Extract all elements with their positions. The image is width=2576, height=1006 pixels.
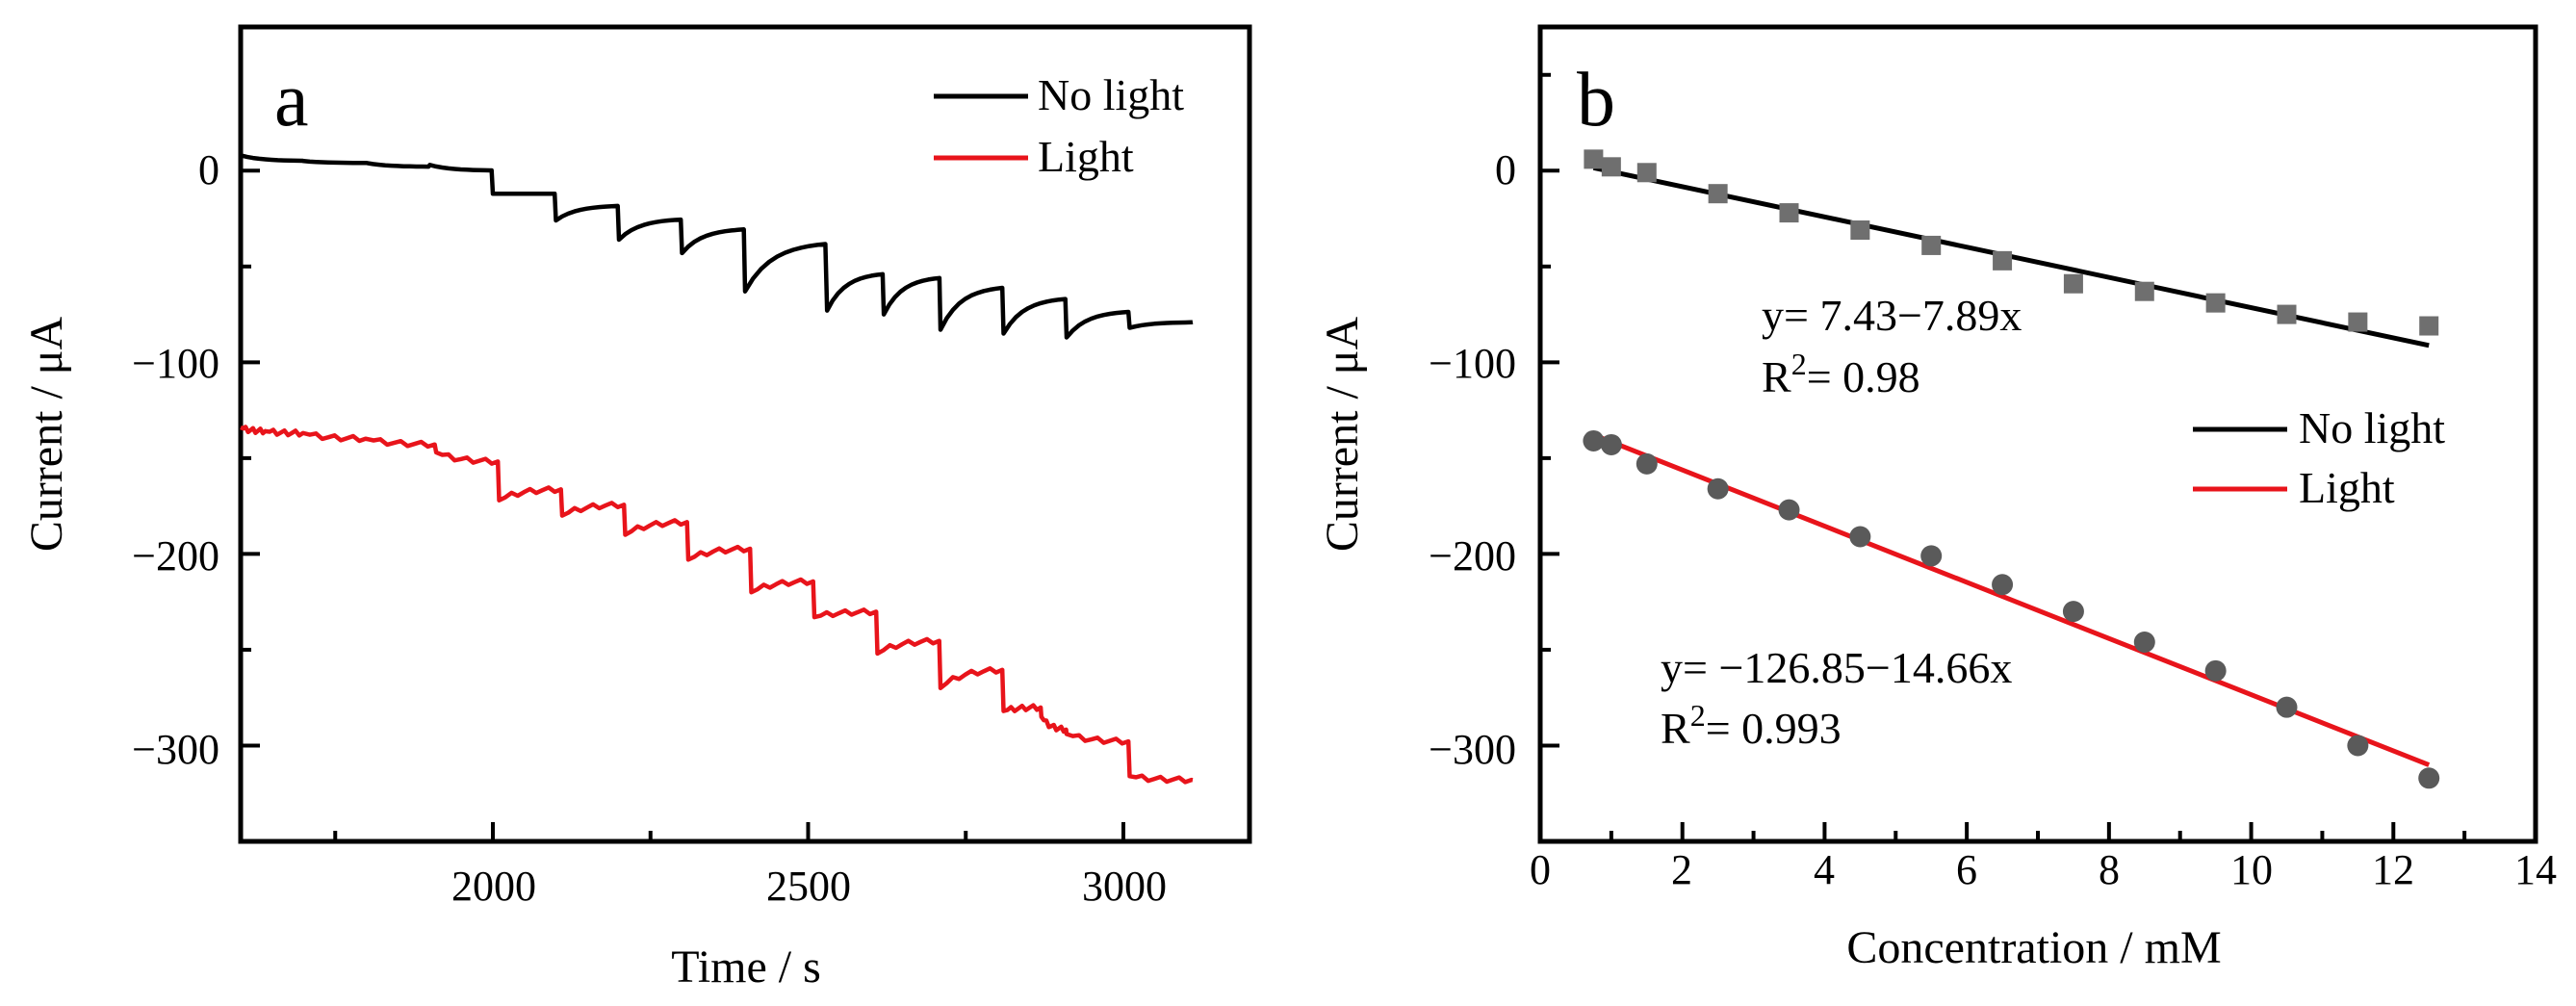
- fit-r2-light: R2= 0.993: [1661, 698, 1842, 753]
- r2-symbol: R: [1661, 704, 1690, 753]
- data-point-square: [1584, 149, 1604, 169]
- panel-b-xtick-label: 12: [2372, 846, 2414, 893]
- panel-b-xlabel: Concentration / mM: [1846, 922, 2221, 973]
- r2-superscript: 2: [1791, 347, 1807, 381]
- panel-a-ticks: [241, 168, 1125, 841]
- data-point-circle: [2276, 696, 2298, 718]
- data-point-circle: [1636, 452, 1658, 475]
- panel-b-letter: b: [1577, 58, 1615, 142]
- panel-b-ylabel: Current / μA: [1317, 316, 1368, 552]
- r2-value: = 0.993: [1706, 704, 1842, 753]
- fit-r2-no-light: R2= 0.98: [1762, 347, 1920, 401]
- legend-label-no-light: No light: [1038, 70, 1184, 119]
- panel-a-legend: No light Light: [934, 70, 1184, 181]
- panel-b-xtick-label: 8: [2099, 846, 2120, 893]
- panel-b-ytick-label: −300: [1429, 726, 1516, 773]
- panel-b-points-no-light: [1584, 149, 2439, 336]
- panel-b-ticks: [1538, 72, 2537, 841]
- legend-label-light: Light: [1038, 132, 1134, 181]
- data-point-square: [2134, 281, 2154, 301]
- panel-b-legend: No light Light: [2193, 403, 2445, 512]
- panel-b-xtick-label: 6: [1956, 846, 1977, 893]
- data-point-square: [1921, 235, 1942, 255]
- panel-b-ytick-label: −100: [1429, 340, 1516, 387]
- panel-a-series-light: [240, 425, 1194, 785]
- legend-label-light: Light: [2299, 463, 2395, 512]
- data-point-square: [1708, 184, 1728, 204]
- data-point-square: [1850, 220, 1870, 241]
- panel-a-frame: [238, 24, 1252, 844]
- data-point-circle: [1600, 433, 1622, 455]
- data-point-square: [1636, 163, 1657, 183]
- data-point-square: [2348, 312, 2368, 332]
- panel-b-xtick-label: 10: [2230, 846, 2273, 893]
- fit-equation-light: y= −126.85−14.66x: [1661, 643, 2012, 692]
- panel-a-ytick-label: −200: [132, 532, 219, 580]
- data-point-circle: [2418, 767, 2440, 789]
- data-point-circle: [2062, 601, 2084, 623]
- data-point-square: [2419, 316, 2439, 336]
- r2-value: = 0.98: [1807, 352, 1920, 401]
- panel-a-xtick-label: 2000: [451, 863, 536, 910]
- panel-b-ytick-label: 0: [1495, 146, 1516, 193]
- panel-b-ytick-label: −200: [1429, 532, 1516, 580]
- panel-a-series-no-light: [240, 153, 1194, 340]
- legend-label-no-light: No light: [2299, 403, 2445, 452]
- data-point-circle: [1778, 499, 1800, 521]
- data-point-circle: [1583, 429, 1605, 451]
- data-point-circle: [1992, 574, 2014, 596]
- data-point-square: [1601, 157, 1621, 177]
- data-point-circle: [1920, 545, 1943, 567]
- panel-a-ytick-label: −100: [132, 340, 219, 387]
- data-point-square: [1993, 250, 2013, 271]
- data-point-circle: [2133, 631, 2155, 653]
- panel-b-xtick-label: 0: [1530, 846, 1551, 893]
- panel-b-xtick-label: 2: [1671, 846, 1692, 893]
- panel-a-xtick-label: 2500: [766, 863, 851, 910]
- data-point-square: [2063, 273, 2083, 294]
- data-point-square: [2205, 293, 2226, 313]
- panel-b: b 0 −100 −200 −300 0 2 4 6 8 10 12 14 Co…: [1317, 24, 2557, 973]
- panel-a-letter: a: [274, 58, 309, 142]
- panel-a-ylabel: Current / μA: [21, 316, 72, 552]
- panel-a-xlabel: Time / s: [671, 942, 821, 993]
- data-point-square: [1779, 203, 1799, 223]
- panel-a-ytick-label: 0: [198, 146, 219, 193]
- fit-equation-no-light: y= 7.43−7.89x: [1762, 291, 2022, 340]
- panel-b-xtick-label: 14: [2514, 846, 2557, 893]
- data-point-circle: [1849, 526, 1871, 548]
- r2-superscript: 2: [1690, 698, 1706, 733]
- panel-a-ytick-label: −300: [132, 726, 219, 773]
- r2-symbol: R: [1762, 352, 1791, 401]
- data-point-square: [2277, 304, 2297, 324]
- data-point-circle: [2347, 735, 2369, 757]
- panel-a: a 0 −100 −200 −300 2000 2500 3000 Time /…: [21, 24, 1252, 993]
- data-point-circle: [2204, 659, 2227, 682]
- panel-b-xtick-label: 4: [1814, 846, 1835, 893]
- panel-a-xtick-label: 3000: [1082, 863, 1167, 910]
- panel-b-xtick-labels: 0 2 4 6 8 10 12 14: [1530, 846, 2557, 893]
- data-point-circle: [1707, 477, 1729, 500]
- panel-b-points-light: [1583, 429, 2440, 789]
